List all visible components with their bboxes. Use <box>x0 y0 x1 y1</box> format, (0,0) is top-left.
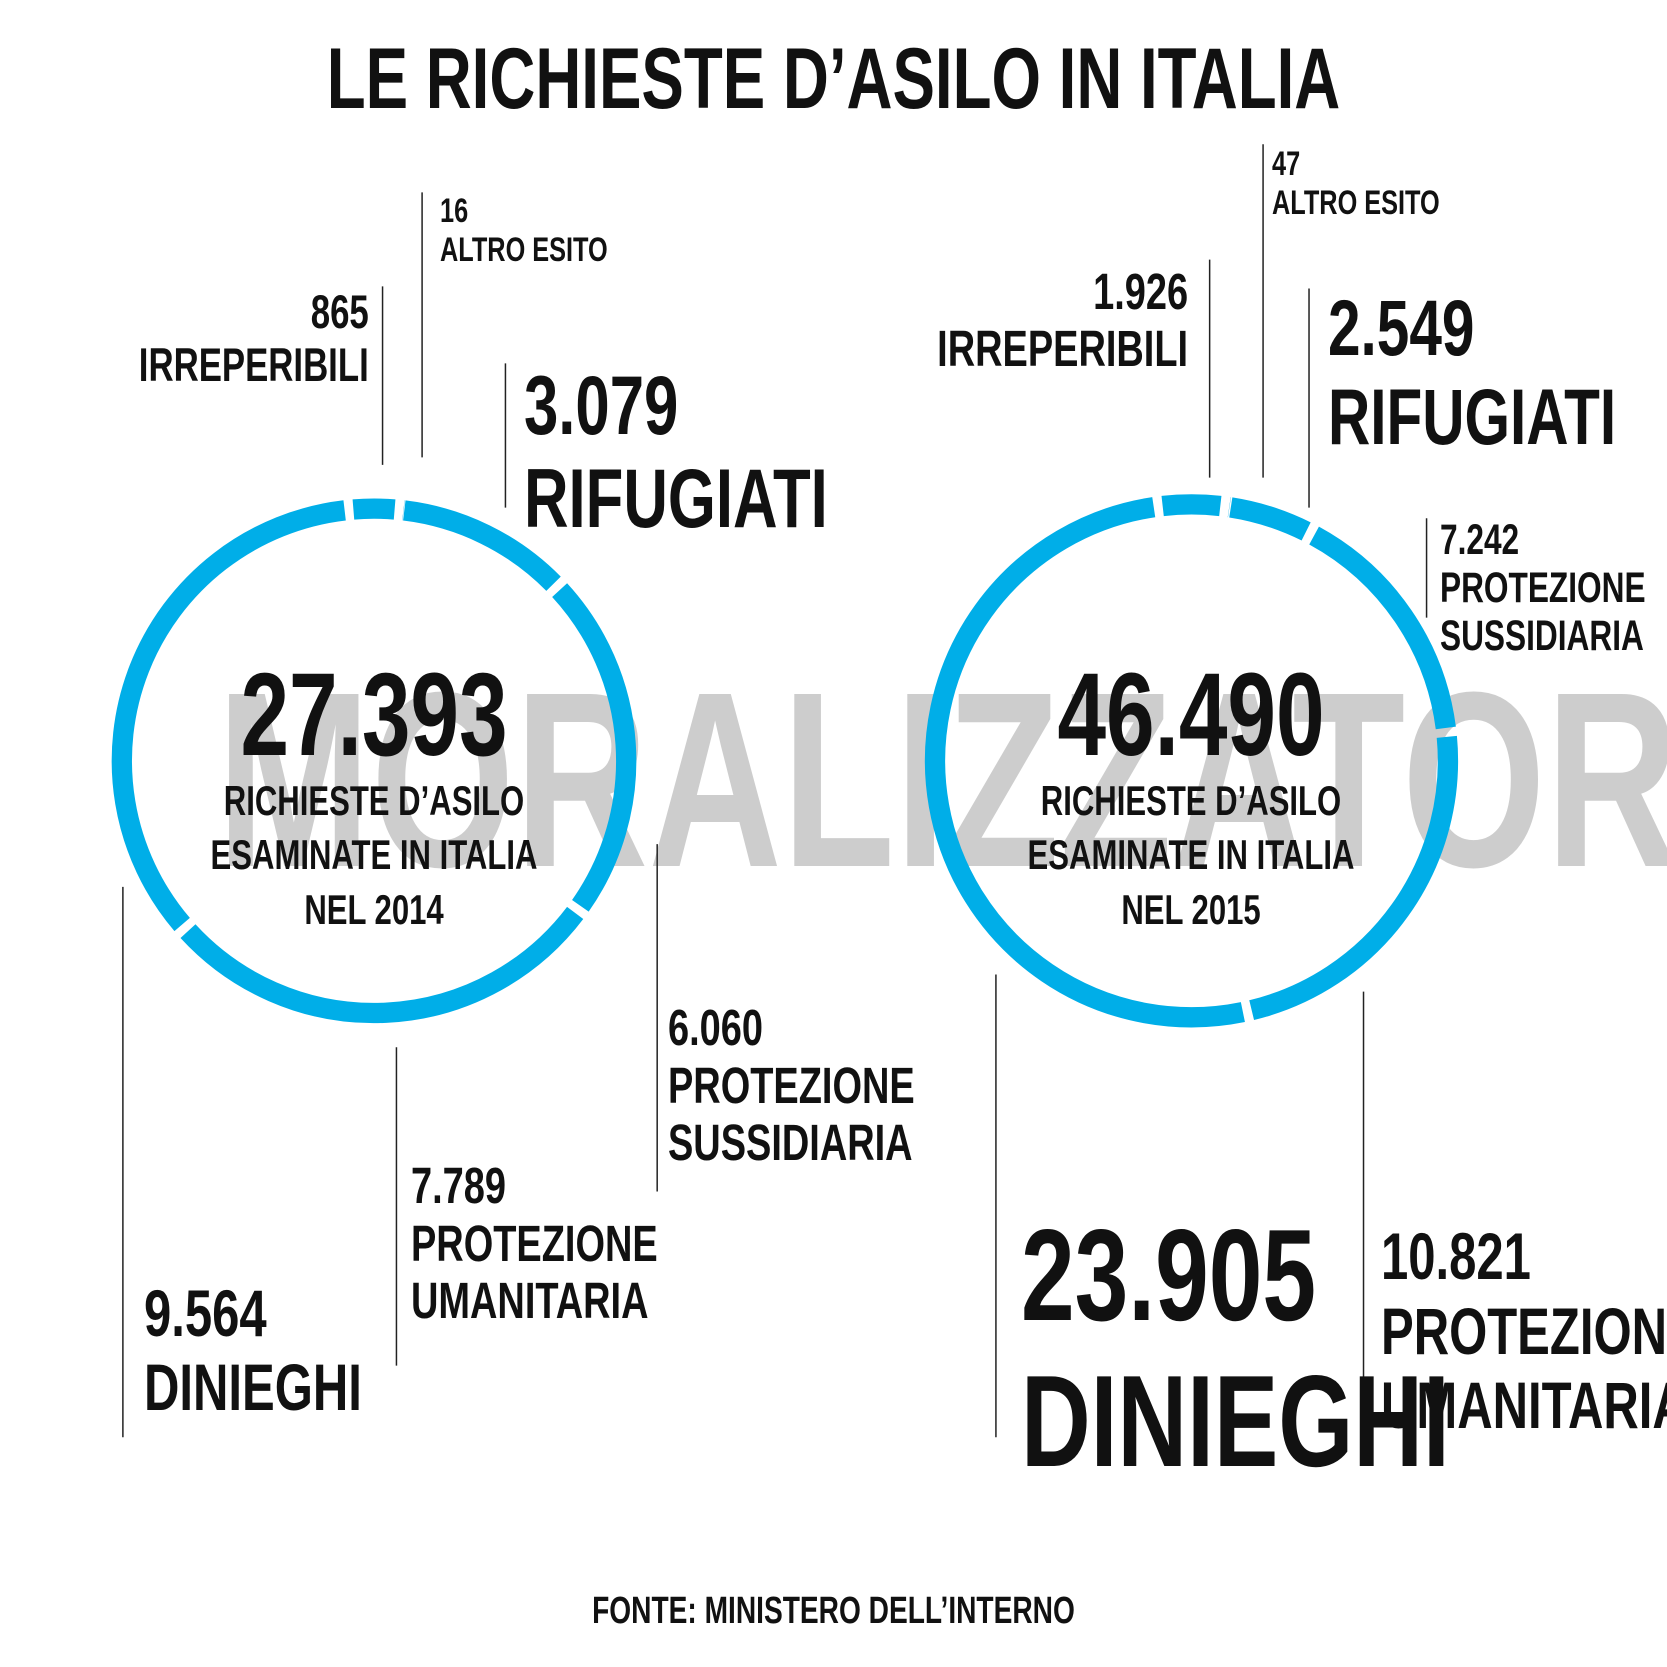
segment-label: 7.789 PROTEZIONE UMANITARIA <box>411 1157 658 1329</box>
donut-segment <box>402 500 561 591</box>
value-label: 9.564 <box>144 1276 267 1351</box>
category-label: PROTEZIONE UMANITARIA <box>411 1214 659 1330</box>
segment-label: 865 IRREPERIBILI <box>139 286 369 391</box>
value-label: 7.242 <box>1440 516 1520 565</box>
segment-label: 2.549 RIFUGIATI <box>1328 284 1616 461</box>
total: 27.393 <box>240 648 508 781</box>
value-label: 23.905 <box>1020 1202 1316 1349</box>
segment-label: 9.564 DINIEGHI <box>144 1277 362 1425</box>
value-label: 47 <box>1271 145 1300 184</box>
donut-segment <box>111 500 346 932</box>
value-label: 7.789 <box>411 1157 507 1215</box>
caption-line: ESAMINATE IN ITALIA <box>1028 831 1355 879</box>
category-label: ALTRO ESITO <box>1271 183 1440 222</box>
caption-line: RICHIESTE D’ASILO <box>223 776 525 824</box>
category-label: DINIEGHI <box>1020 1348 1450 1495</box>
donut-segment <box>552 583 637 912</box>
value-label: 16 <box>440 192 469 231</box>
segment-label: 7.242 PROTEZIONE SUSSIDIARIA <box>1440 516 1647 661</box>
title: LE RICHIESTE D’ASILO IN ITALIA <box>0 30 1667 129</box>
segment-label: 6.060 PROTEZIONE SUSSIDIARIA <box>668 999 915 1171</box>
donut-center: 27.393 RICHIESTE D’ASILO ESAMINATE IN ITAL… <box>182 656 567 938</box>
category-label: ALTRO ESITO <box>440 230 608 269</box>
category-label: RIFUGIATI <box>523 452 828 546</box>
category-label: RIFUGIATI <box>1328 371 1617 461</box>
value-label: 6.060 <box>667 999 763 1057</box>
donut-center: 46.490 RICHIESTE D’ASILO ESAMINATE IN ITAL… <box>999 656 1384 938</box>
category-label: DINIEGHI <box>144 1351 363 1426</box>
value-label: 865 <box>310 285 369 339</box>
donut-segment <box>1249 735 1459 1021</box>
donut-segment <box>1229 497 1311 541</box>
donut-segment <box>352 498 396 520</box>
donut-segment <box>1309 526 1456 730</box>
source-text: FONTE: MINISTERO DELL’INTERNO <box>592 1590 1075 1632</box>
segment-label: 16 ALTRO ESITO <box>440 192 608 269</box>
donut-segment <box>924 497 1245 1028</box>
segment-label: 3.079 RIFUGIATI <box>524 359 828 546</box>
donut-segment <box>1161 494 1222 517</box>
category-label: PROTEZIONE SUSSIDIARIA <box>667 1056 915 1171</box>
category-label: IRREPERIBILI <box>138 338 369 392</box>
segment-label: 1.926 IRREPERIBILI <box>937 263 1188 378</box>
donut-segment <box>180 906 584 1024</box>
caption-line: NEL 2014 <box>304 886 444 934</box>
value-label: 10.821 <box>1380 1220 1531 1295</box>
caption-line: NEL 2015 <box>1121 886 1262 934</box>
segment-label: 47 ALTRO ESITO <box>1272 145 1440 222</box>
category-label: IRREPERIBILI <box>937 320 1189 378</box>
value-label: 3.079 <box>523 359 678 453</box>
total: 46.490 <box>1057 648 1326 781</box>
segment-label: 10.821PROTEZIONE UMANITARIA <box>1381 1220 1667 1443</box>
caption-line: ESAMINATE IN ITALIA <box>210 831 538 879</box>
category-label: PROTEZIONE UMANITARIA <box>1380 1294 1667 1443</box>
value-label: 2.549 <box>1328 283 1475 373</box>
title-text: LE RICHIESTE D’ASILO IN ITALIA <box>326 31 1341 127</box>
source: FONTE: MINISTERO DELL’INTERNO <box>0 1590 1667 1633</box>
value-label: 1.926 <box>1093 262 1189 320</box>
category-label: PROTEZIONE SUSSIDIARIA <box>1440 564 1647 660</box>
caption-line: RICHIESTE D’ASILO <box>1041 776 1342 824</box>
segment-label: 23.905 DINIEGHI <box>1021 1202 1450 1494</box>
